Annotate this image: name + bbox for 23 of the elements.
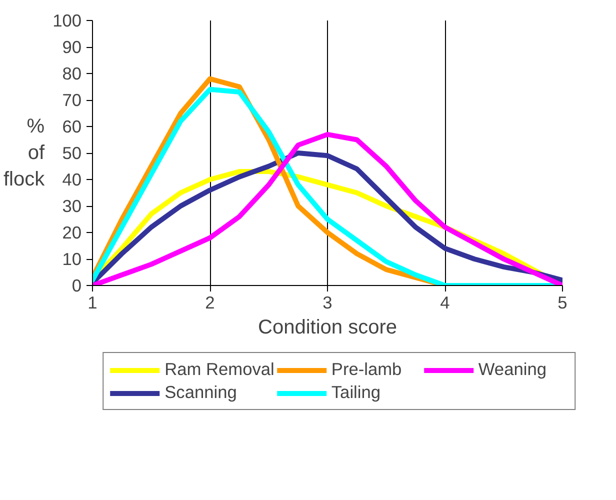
- y-tick-label: 100: [52, 10, 82, 30]
- y-tick-label: 10: [62, 249, 82, 269]
- y-axis-title: % of flock: [3, 116, 46, 190]
- x-tick-label: 2: [205, 292, 215, 312]
- legend-label: Pre-lamb: [331, 359, 403, 380]
- x-axis-title: Condition score: [258, 316, 397, 338]
- y-tick-label: 50: [62, 143, 82, 163]
- x-tick-label: 4: [440, 292, 450, 312]
- legend-label: Tailing: [331, 382, 382, 403]
- legend-label: Weaning: [478, 359, 548, 380]
- legend-label: Scanning: [164, 382, 238, 403]
- x-tick-label: 1: [88, 292, 98, 312]
- legend-label: Ram Removal: [164, 359, 274, 380]
- y-tick-label: 90: [62, 37, 82, 57]
- y-tick-label: 60: [62, 116, 82, 136]
- y-tick-label: 40: [62, 170, 82, 190]
- y-tick-label: 0: [72, 276, 82, 296]
- x-tick-label: 5: [558, 292, 568, 312]
- y-tick-label: 80: [62, 64, 82, 84]
- y-tick-label: 70: [62, 90, 82, 110]
- y-tick-label: 30: [62, 196, 82, 216]
- y-tick-label: 20: [62, 222, 82, 242]
- x-tick-label: 3: [322, 292, 332, 312]
